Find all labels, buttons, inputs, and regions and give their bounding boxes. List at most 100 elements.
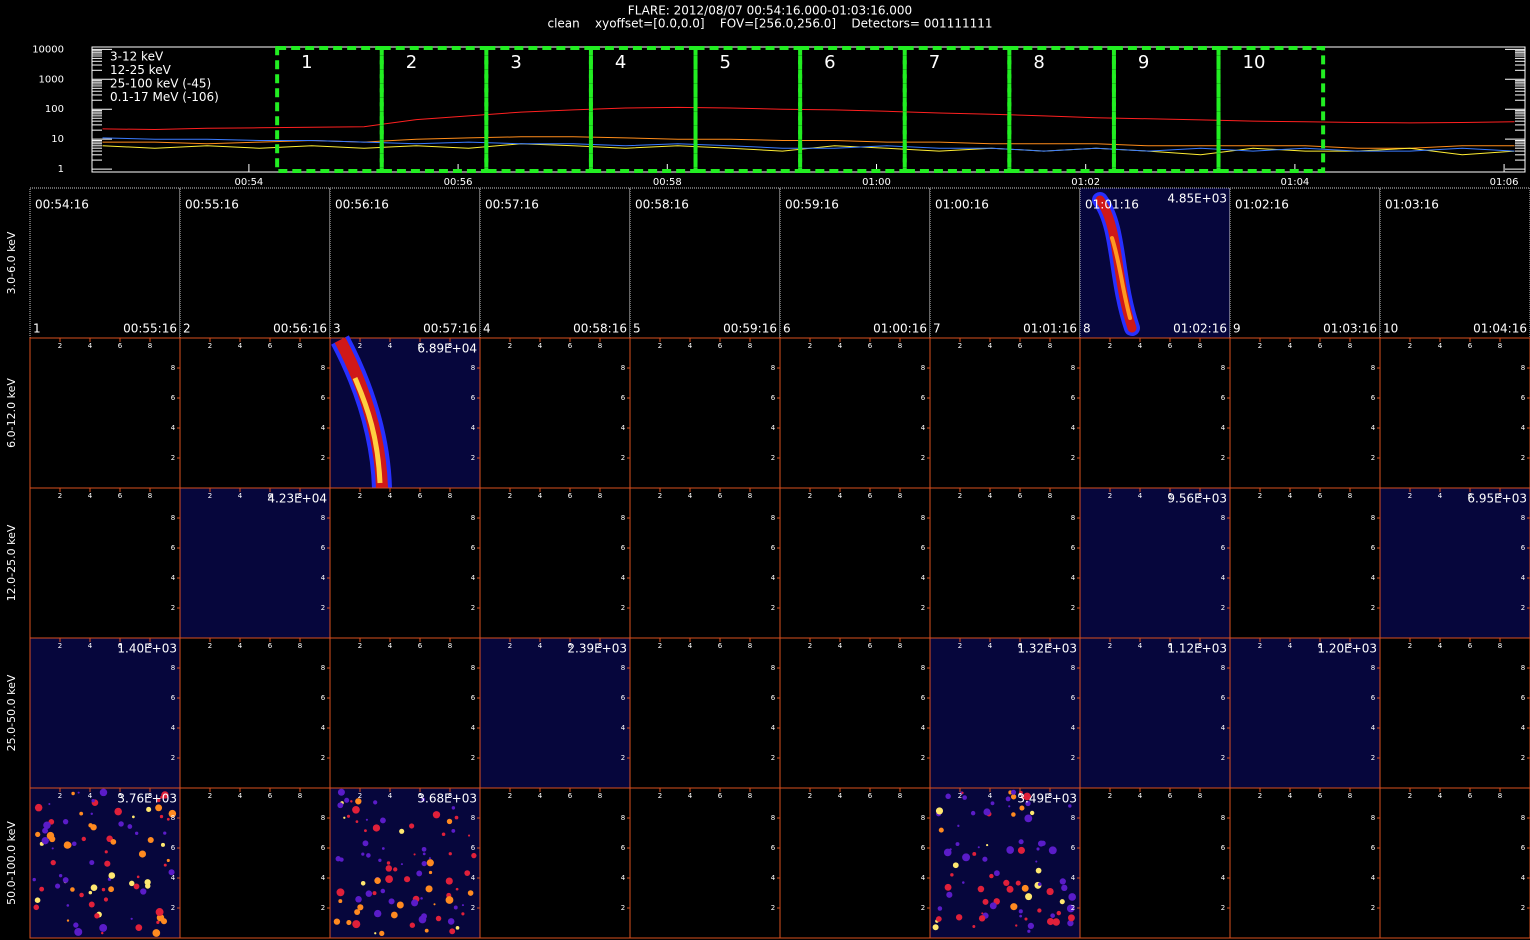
panel-tick-label: 8 xyxy=(1198,642,1202,650)
panel-tick-label: 6 xyxy=(471,394,476,402)
noise-spot xyxy=(55,883,61,889)
panel-tick-label: 2 xyxy=(771,904,775,912)
panel-tick-label: 4 xyxy=(1438,792,1443,800)
panel-tick-label: 8 xyxy=(621,664,625,672)
panel-tick-label: 8 xyxy=(1348,642,1352,650)
max-label: 1.32E+03 xyxy=(1017,642,1077,656)
panel-tick-label: 6 xyxy=(621,544,626,552)
noise-spot xyxy=(71,841,77,847)
panel-tick-label: 2 xyxy=(808,792,812,800)
panel-tick-label: 4 xyxy=(171,874,176,882)
panel-tick-label: 8 xyxy=(448,642,452,650)
panel-tick-label: 6 xyxy=(568,492,573,500)
panel-tick-label: 8 xyxy=(1198,342,1202,350)
noise-spot xyxy=(1068,893,1076,901)
noise-spot xyxy=(950,873,954,877)
panel-tick-label: 2 xyxy=(508,642,512,650)
panel xyxy=(1229,337,1381,489)
panel-tick-label: 2 xyxy=(1108,792,1112,800)
noise-spot xyxy=(379,930,385,937)
noise-spot xyxy=(130,917,133,920)
noise-spot xyxy=(108,872,116,879)
noise-spot xyxy=(428,870,433,875)
panel-tick-label: 8 xyxy=(1071,814,1075,822)
noise-spot xyxy=(49,835,56,843)
interval-box xyxy=(484,46,593,173)
noise-spot xyxy=(983,808,991,816)
panel-tick-label: 2 xyxy=(208,792,212,800)
panel-tick-label: 8 xyxy=(1198,492,1202,500)
panel-tick-label: 8 xyxy=(1348,792,1352,800)
noise-spot xyxy=(1010,794,1017,800)
panel-tick-label: 6 xyxy=(868,492,873,500)
noise-spot xyxy=(166,858,170,863)
noise-spot xyxy=(461,904,464,907)
panel-tick-label: 8 xyxy=(1521,364,1525,372)
panel-tick-label: 2 xyxy=(1258,792,1262,800)
panel-tick-label: 4 xyxy=(321,874,326,882)
noise-spot xyxy=(380,817,386,824)
panel xyxy=(779,187,931,339)
panel-tick-label: 4 xyxy=(988,492,993,500)
panel xyxy=(929,787,1081,939)
panel-tick-label: 8 xyxy=(471,814,475,822)
noise-spot xyxy=(411,899,419,907)
panel-tick-label: 6 xyxy=(1071,394,1076,402)
noise-spot xyxy=(133,883,140,890)
noise-spot xyxy=(982,898,989,905)
panel-tick-label: 2 xyxy=(1258,642,1262,650)
panel-tick-label: 4 xyxy=(688,642,693,650)
panel-tick-label: 6 xyxy=(1168,642,1173,650)
panel-tick-label: 6 xyxy=(1371,694,1376,702)
panel-tick-label: 8 xyxy=(771,814,775,822)
panel-tick-label: 2 xyxy=(1408,342,1412,350)
panel xyxy=(1229,187,1381,339)
noise-spot xyxy=(385,875,393,883)
panel-tick-label: 6 xyxy=(1018,792,1023,800)
interval-box xyxy=(275,46,384,173)
noise-spot xyxy=(1024,814,1033,823)
panel-tick-label: 4 xyxy=(1438,342,1443,350)
panel-tick-label: 4 xyxy=(88,642,93,650)
noise-spot xyxy=(1021,884,1029,892)
panel xyxy=(329,187,481,339)
noise-spot xyxy=(364,829,367,833)
noise-spot xyxy=(990,801,995,806)
max-label: 6.95E+03 xyxy=(1467,492,1527,506)
panel xyxy=(1379,337,1530,489)
panel-tick-label: 6 xyxy=(1168,792,1173,800)
noise-spot xyxy=(433,903,436,906)
panel-tick-label: 8 xyxy=(598,492,602,500)
panel-tick-label: 4 xyxy=(238,642,243,650)
max-label: 9.56E+03 xyxy=(1167,492,1227,506)
panel-tick-label: 8 xyxy=(148,792,152,800)
noise-spot xyxy=(62,877,69,883)
panel-tick-label: 6 xyxy=(1221,394,1226,402)
panel-tick-label: 8 xyxy=(1221,514,1225,522)
panel-tick-label: 8 xyxy=(921,814,925,822)
panel-tick-label: 2 xyxy=(1371,454,1375,462)
noise-spot xyxy=(1027,929,1031,933)
panel-interval: 6 xyxy=(783,322,791,336)
panel-end-time: 00:57:16 xyxy=(423,322,477,336)
panel-tick-label: 4 xyxy=(538,342,543,350)
noise-spot xyxy=(416,870,423,877)
max-label: 6.89E+04 xyxy=(417,342,477,356)
panel xyxy=(629,787,781,939)
panel xyxy=(1079,787,1231,939)
panel-start-time: 01:01:16 xyxy=(1085,198,1139,212)
noise-spot xyxy=(409,922,416,928)
panel-start-time: 00:55:16 xyxy=(185,198,239,212)
panel-tick-label: 2 xyxy=(1071,904,1075,912)
panel-tick-label: 6 xyxy=(1221,844,1226,852)
panel-tick-label: 8 xyxy=(748,342,752,350)
panel-tick-label: 6 xyxy=(921,394,926,402)
panel-tick-label: 8 xyxy=(898,342,902,350)
max-label: 3.76E+03 xyxy=(117,792,177,806)
noise-spot xyxy=(88,823,93,828)
noise-spot xyxy=(90,812,93,816)
panel-tick-label: 8 xyxy=(1048,492,1052,500)
source-core xyxy=(352,377,383,484)
panel-tick-label: 2 xyxy=(958,792,962,800)
interval-label: 9 xyxy=(1138,52,1149,73)
